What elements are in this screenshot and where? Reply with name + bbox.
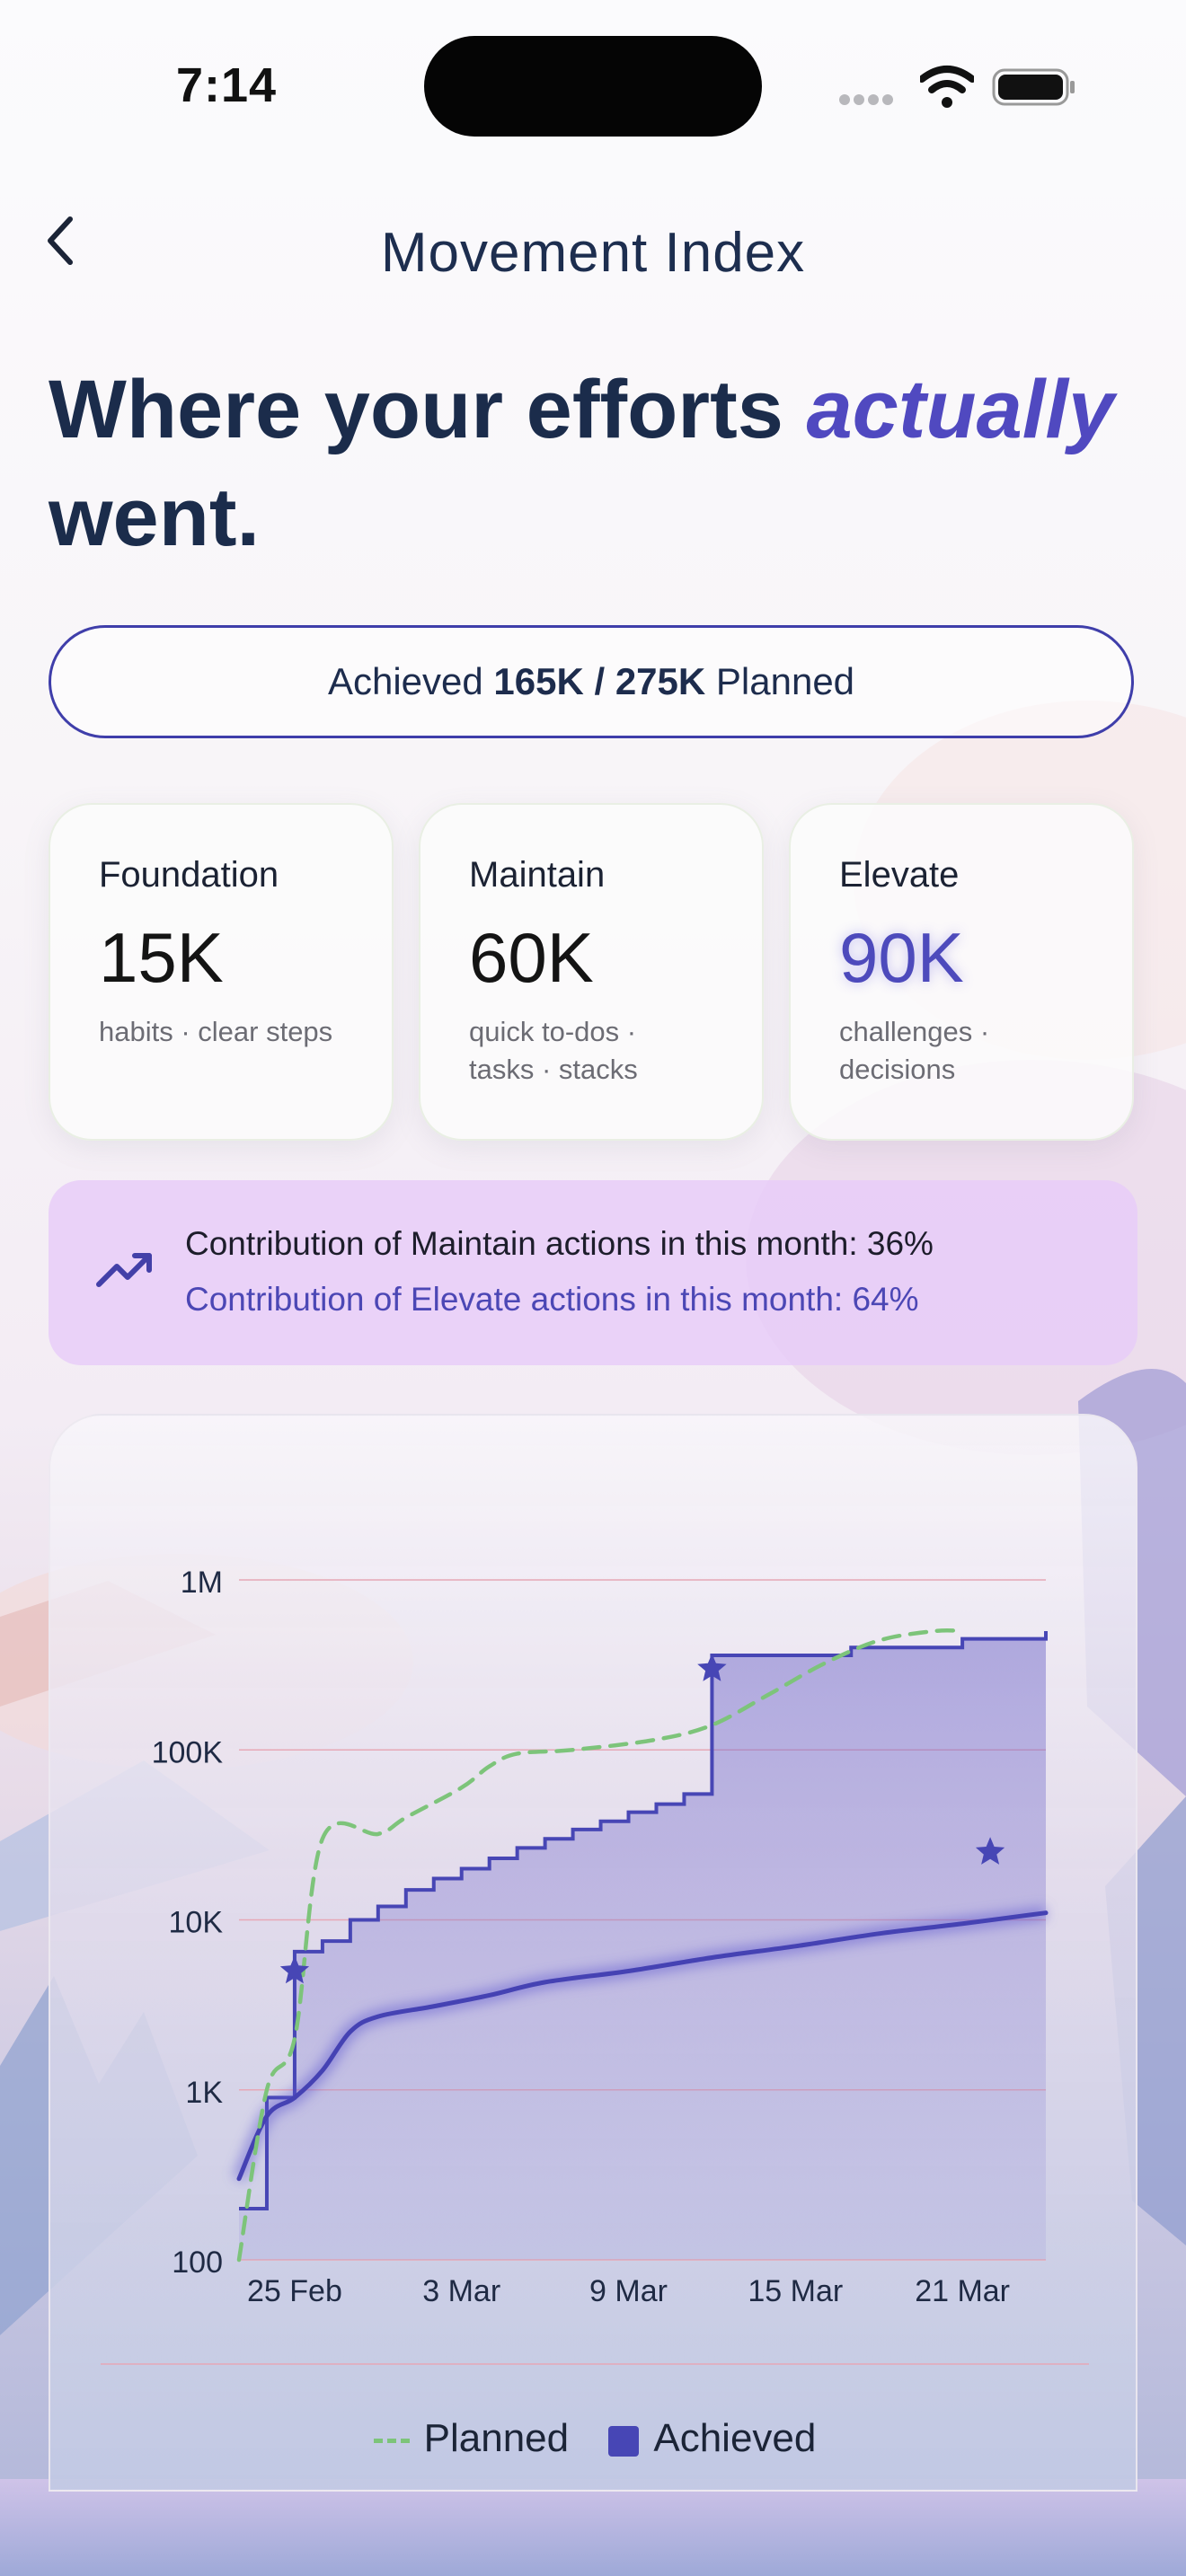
achieved-trend-line[interactable]	[236, 1910, 1049, 2182]
headline-emphasis: actually	[806, 364, 1115, 455]
wifi-icon	[920, 66, 974, 108]
dashed-line-swatch	[373, 2439, 410, 2444]
x-tick-label: 25 Feb	[247, 2274, 342, 2308]
x-tick-label: 21 Mar	[915, 2274, 1010, 2308]
achieved-step-line[interactable]	[239, 1630, 1048, 2211]
milestone-star-icon[interactable]	[279, 1955, 310, 1984]
card-value: 15K	[99, 918, 224, 997]
card-subtitle: challenges · decisions	[839, 1016, 990, 1085]
card-foundation[interactable]: Foundation 15K habits · clear steps	[49, 803, 394, 1141]
headline: Where your efforts actually went.	[49, 364, 1115, 563]
card-value: 90K	[839, 918, 964, 997]
chevron-left-icon[interactable]	[41, 212, 77, 269]
card-title: Maintain	[469, 855, 606, 895]
achieved-swatch	[608, 2425, 640, 2457]
achieved-vs-planned-pill[interactable]: Achieved 165K / 275K Planned	[49, 625, 1134, 738]
y-tick-label: 100K	[152, 1735, 224, 1769]
milestone-star-icon[interactable]	[975, 1837, 1005, 1865]
card-value: 60K	[469, 918, 594, 997]
battery-icon	[992, 68, 1075, 106]
movement-chart-card: 100 1K 10K 100K 1M 25 Feb 3 Mar 9 Mar 15 Mar 21 M…	[49, 1414, 1137, 2492]
contribution-banner: Contribution of Maintain actions in this…	[49, 1180, 1137, 1365]
card-title: Foundation	[99, 855, 279, 895]
x-tick-label: 3 Mar	[422, 2274, 500, 2308]
card-maintain[interactable]: Maintain 60K quick to-dos · tasks · stack…	[419, 803, 764, 1141]
cellular-signal-icon	[839, 93, 897, 110]
movement-chart: 100 1K 10K 100K 1M 25 Feb 3 Mar 9 Mar 15 Mar 21 M…	[101, 1566, 1089, 2365]
status-time: 7:14	[176, 58, 278, 112]
page-title: Movement Index	[380, 222, 806, 284]
y-tick-label: 100	[172, 2245, 223, 2280]
y-tick-label: 10K	[169, 1906, 224, 1940]
card-title: Elevate	[839, 855, 960, 895]
legend-achieved[interactable]: Achieved	[608, 2416, 816, 2461]
elevate-contribution: Contribution of Elevate actions in this …	[185, 1281, 919, 1318]
x-tick-label: 9 Mar	[589, 2274, 668, 2308]
dynamic-island	[424, 36, 762, 137]
card-elevate[interactable]: Elevate 90K challenges · decisions	[789, 803, 1134, 1141]
trending-up-icon	[96, 1253, 152, 1287]
milestone-star-icon[interactable]	[697, 1654, 727, 1681]
maintain-contribution: Contribution of Maintain actions in this…	[185, 1225, 934, 1262]
achieved-total: 165K	[493, 660, 584, 702]
planned-line[interactable]	[236, 1628, 965, 2263]
y-tick-label: 1M	[181, 1566, 223, 1600]
legend-planned[interactable]: Planned	[373, 2416, 569, 2461]
card-subtitle: habits · clear steps	[99, 1016, 333, 1047]
card-subtitle: quick to-dos · tasks · stacks	[469, 1016, 638, 1085]
chart-legend: Planned Achieved	[50, 2414, 1139, 2461]
y-tick-label: 1K	[185, 2076, 223, 2110]
x-tick-label: 15 Mar	[748, 2274, 843, 2308]
achieved-area	[239, 1630, 1046, 2260]
planned-total: 275K	[615, 660, 706, 702]
